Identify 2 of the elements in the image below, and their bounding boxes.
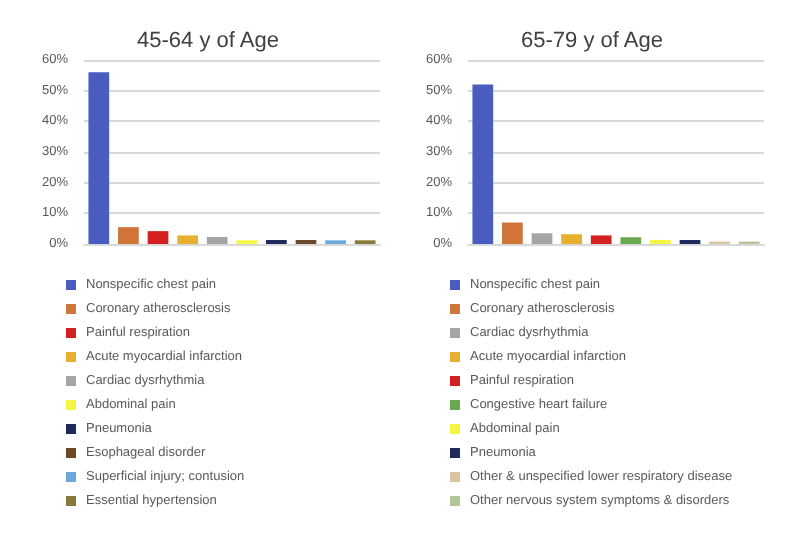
chart-title: 65-79 y of Age xyxy=(521,29,663,53)
chart-title: 45-64 y of Age xyxy=(137,29,279,53)
